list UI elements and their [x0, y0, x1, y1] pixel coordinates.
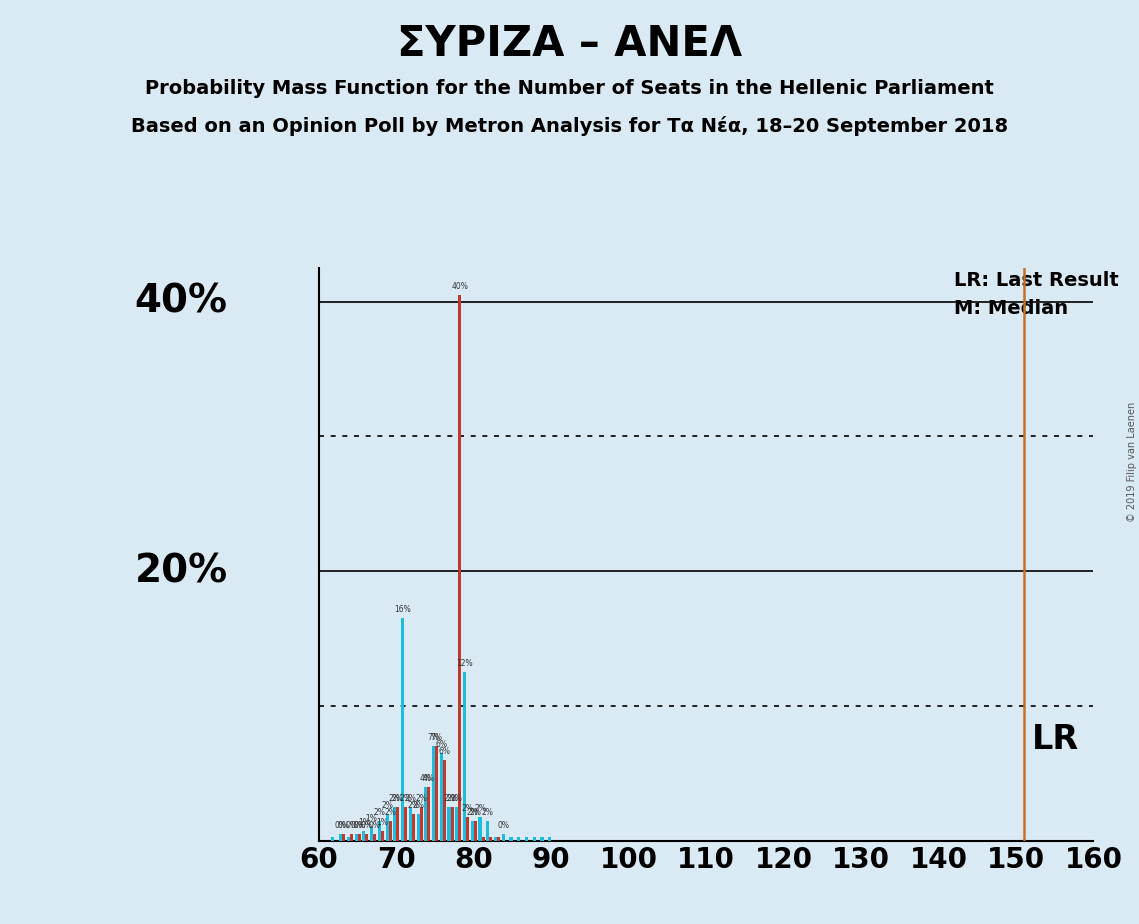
Text: 1%: 1%: [366, 814, 377, 823]
Bar: [497, 837, 500, 841]
Text: 4%: 4%: [420, 774, 432, 783]
Text: 0%: 0%: [498, 821, 509, 830]
Bar: [456, 808, 458, 841]
Bar: [448, 808, 451, 841]
Bar: [362, 831, 366, 841]
Bar: [424, 787, 427, 841]
Bar: [540, 837, 543, 841]
Bar: [443, 760, 446, 841]
Bar: [548, 837, 551, 841]
Bar: [370, 827, 374, 841]
Text: LR: Last Result: LR: Last Result: [954, 271, 1118, 290]
Bar: [412, 814, 415, 841]
Text: M: Median: M: Median: [954, 299, 1068, 319]
Text: 2%: 2%: [400, 794, 411, 803]
Text: ΣΥΡΙΖΑ – ΑΝΕΛ: ΣΥΡΙΖΑ – ΑΝΕΛ: [396, 23, 743, 65]
Bar: [501, 834, 505, 841]
Text: 2%: 2%: [446, 794, 458, 803]
Text: 2%: 2%: [382, 801, 393, 809]
Bar: [358, 834, 361, 841]
Bar: [378, 821, 380, 841]
Text: 0%: 0%: [345, 821, 358, 830]
Bar: [409, 808, 412, 841]
Bar: [401, 618, 404, 841]
Bar: [331, 837, 335, 841]
Bar: [458, 295, 461, 841]
Bar: [440, 753, 443, 841]
Text: 2%: 2%: [388, 794, 401, 803]
Bar: [525, 837, 528, 841]
Bar: [354, 834, 358, 841]
Text: 20%: 20%: [134, 553, 228, 590]
Text: 2%: 2%: [469, 808, 482, 817]
Bar: [417, 814, 419, 841]
Text: 6%: 6%: [439, 747, 450, 756]
Text: 40%: 40%: [451, 282, 468, 291]
Text: © 2019 Filip van Laenen: © 2019 Filip van Laenen: [1126, 402, 1137, 522]
Text: 2%: 2%: [416, 794, 427, 803]
Bar: [478, 817, 482, 841]
Bar: [350, 834, 353, 841]
Text: 2%: 2%: [482, 808, 493, 817]
Text: Probability Mass Function for the Number of Seats in the Hellenic Parliament: Probability Mass Function for the Number…: [145, 79, 994, 98]
Bar: [533, 837, 535, 841]
Text: 0%: 0%: [361, 821, 372, 830]
Bar: [393, 808, 396, 841]
Text: 0%: 0%: [335, 821, 346, 830]
Bar: [490, 837, 492, 841]
Bar: [432, 747, 435, 841]
Text: Based on an Opinion Poll by Metron Analysis for Tα Nέα, 18–20 September 2018: Based on an Opinion Poll by Metron Analy…: [131, 116, 1008, 136]
Bar: [451, 808, 453, 841]
Text: 0%: 0%: [350, 821, 362, 830]
Bar: [466, 817, 469, 841]
Bar: [374, 834, 376, 841]
Bar: [385, 814, 388, 841]
Text: 2%: 2%: [374, 808, 385, 817]
Text: 0%: 0%: [353, 821, 366, 830]
Text: 2%: 2%: [392, 794, 404, 803]
Bar: [404, 808, 408, 841]
Bar: [494, 837, 497, 841]
Text: 40%: 40%: [134, 283, 228, 321]
Bar: [339, 834, 342, 841]
Bar: [388, 821, 392, 841]
Text: 0%: 0%: [369, 821, 380, 830]
Text: 2%: 2%: [451, 794, 462, 803]
Bar: [517, 837, 521, 841]
Bar: [366, 834, 369, 841]
Bar: [380, 831, 384, 841]
Bar: [346, 837, 350, 841]
Text: 2%: 2%: [384, 808, 396, 817]
Text: 4%: 4%: [423, 774, 435, 783]
Bar: [462, 673, 466, 841]
Text: 2%: 2%: [461, 804, 474, 813]
Bar: [474, 821, 477, 841]
Bar: [419, 808, 423, 841]
Bar: [435, 747, 439, 841]
Bar: [396, 808, 400, 841]
Text: 7%: 7%: [431, 734, 443, 743]
Text: 7%: 7%: [427, 734, 440, 743]
Text: 6%: 6%: [435, 740, 448, 749]
Text: 1%: 1%: [377, 818, 388, 827]
Text: 2%: 2%: [443, 794, 454, 803]
Bar: [486, 821, 490, 841]
Text: 16%: 16%: [394, 605, 411, 614]
Text: 1%: 1%: [358, 818, 370, 827]
Bar: [509, 837, 513, 841]
Text: 2%: 2%: [466, 808, 478, 817]
Text: 2%: 2%: [408, 801, 419, 809]
Bar: [470, 821, 474, 841]
Text: 2%: 2%: [474, 804, 486, 813]
Bar: [427, 787, 431, 841]
Bar: [342, 834, 345, 841]
Text: 0%: 0%: [337, 821, 350, 830]
Text: LR: LR: [1032, 723, 1079, 756]
Text: 2%: 2%: [412, 801, 424, 809]
Text: 2%: 2%: [404, 794, 416, 803]
Bar: [482, 837, 485, 841]
Text: 12%: 12%: [457, 660, 473, 668]
